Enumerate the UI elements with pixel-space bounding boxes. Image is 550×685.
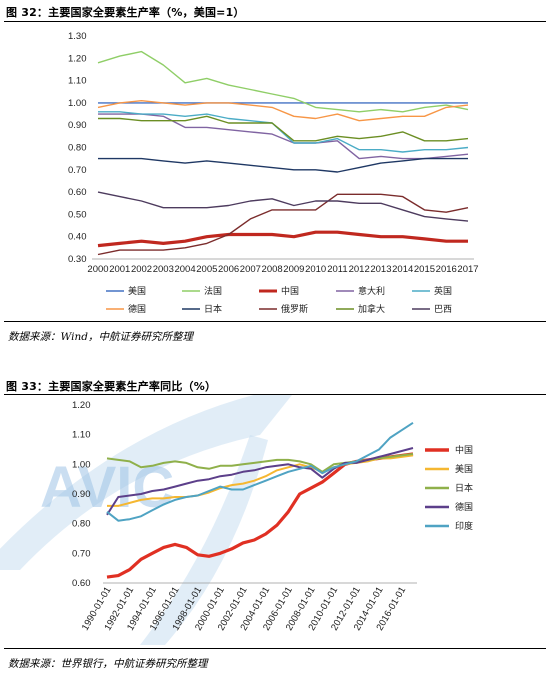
tfp-growth-chart: AVIC 0.600.700.800.901.001.101.201990-01… xyxy=(0,395,473,645)
series-line-意大利 xyxy=(98,113,469,160)
y-tick-label: 1.20 xyxy=(72,400,91,411)
y-tick-label: 0.70 xyxy=(68,165,87,176)
series-line-德国 xyxy=(97,99,469,122)
legend-item: 日本 xyxy=(425,482,473,494)
series-line-加拿大 xyxy=(98,115,469,142)
x-tick-label: 2007 xyxy=(240,264,261,275)
figure2-title: 图 33：主要国家全要素生产率同比（%） xyxy=(6,380,217,393)
x-tick-label: 2005 xyxy=(196,264,217,275)
figure1-title: 图 32：主要国家全要素生产率（%，美国=1） xyxy=(6,6,245,19)
y-tick-label: 0.80 xyxy=(72,519,91,530)
y-tick-label: 0.80 xyxy=(68,143,87,154)
legend-label: 巴西 xyxy=(434,304,452,315)
legend-label: 美国 xyxy=(455,463,473,475)
y-tick-label: 0.90 xyxy=(68,120,87,131)
x-tick-label: 2008 xyxy=(262,264,283,275)
y-tick-label: 0.50 xyxy=(68,209,87,220)
x-tick-label: 2010 xyxy=(305,264,326,275)
series-line-法国 xyxy=(97,50,469,113)
series-line-英国 xyxy=(98,111,469,153)
legend-item: 中国 xyxy=(425,444,473,456)
figure2-source: 数据来源：世界银行，中航证券研究所整理 xyxy=(8,658,208,670)
legend-item: 巴西 xyxy=(412,304,452,315)
legend-item: 美国 xyxy=(106,285,146,297)
series-line-日本 xyxy=(98,157,468,173)
y-tick-label: 1.10 xyxy=(68,76,87,87)
y-tick-label: 1.00 xyxy=(68,98,87,109)
legend-label: 俄罗斯 xyxy=(281,303,308,315)
legend-item: 俄罗斯 xyxy=(259,303,308,315)
series-line-印度 xyxy=(106,421,414,522)
y-tick-label: 0.40 xyxy=(68,232,87,243)
y-tick-label: 1.30 xyxy=(68,31,87,42)
series-line-中国 xyxy=(97,230,468,248)
avic-watermark: AVIC xyxy=(0,395,292,645)
legend-label: 加拿大 xyxy=(358,303,385,315)
legend-item: 加拿大 xyxy=(336,303,385,315)
x-tick-label: 2014 xyxy=(392,264,413,275)
chart2-series xyxy=(106,421,414,579)
y-tick-label: 1.10 xyxy=(72,430,91,441)
legend-item: 印度 xyxy=(425,520,473,532)
y-tick-label: 1.00 xyxy=(72,459,91,470)
x-tick-label: 2009 xyxy=(283,264,304,275)
y-tick-label: 0.60 xyxy=(72,578,91,589)
legend-label: 美国 xyxy=(128,285,146,297)
legend-label: 英国 xyxy=(434,285,452,297)
legend-item: 英国 xyxy=(412,285,452,297)
legend-label: 德国 xyxy=(128,303,146,315)
figure2-bottom-rule xyxy=(4,648,546,649)
legend-item: 德国 xyxy=(425,501,473,513)
x-tick-label: 2006 xyxy=(218,264,239,275)
legend-label: 日本 xyxy=(455,482,473,494)
legend-item: 中国 xyxy=(259,285,299,297)
y-tick-label: 0.30 xyxy=(68,254,87,265)
legend-item: 法国 xyxy=(182,285,222,297)
x-tick-label: 2002 xyxy=(131,264,152,275)
legend-label: 印度 xyxy=(455,520,473,532)
legend-item: 美国 xyxy=(425,463,473,475)
x-tick-label: 2012 xyxy=(349,264,370,275)
x-tick-label: 2017 xyxy=(457,264,478,275)
y-tick-label: 0.60 xyxy=(68,187,87,198)
legend-label: 法国 xyxy=(204,285,222,297)
y-tick-label: 0.70 xyxy=(72,548,91,559)
figure1-top-rule xyxy=(4,21,546,22)
legend-item: 意大利 xyxy=(336,285,385,297)
y-tick-label: 1.20 xyxy=(68,53,87,64)
tfp-level-chart: 0.30 0.40 0.50 0.60 0.70 0.80 0.90 1.00 1.10 1.20… xyxy=(68,31,479,315)
chart1-series xyxy=(97,50,469,256)
x-tick-label: 2016 xyxy=(436,264,457,275)
legend-item: 日本 xyxy=(182,303,222,315)
legend-item: 德国 xyxy=(106,303,146,315)
series-line-俄罗斯 xyxy=(97,193,469,256)
chart1-axes: 0.30 0.40 0.50 0.60 0.70 0.80 0.90 1.00 1.10 1.20… xyxy=(68,31,479,275)
legend-label: 中国 xyxy=(455,444,473,456)
x-tick-label: 2001 xyxy=(109,264,130,275)
legend-label: 德国 xyxy=(455,501,473,513)
legend-label: 中国 xyxy=(281,285,299,297)
figure1-bottom-rule xyxy=(4,321,546,322)
series-line-巴西 xyxy=(97,191,469,222)
legend-label: 意大利 xyxy=(358,285,385,297)
x-tick-label: 2011 xyxy=(327,264,347,275)
x-tick-label: 2003 xyxy=(153,264,174,275)
y-tick-label: 0.90 xyxy=(72,489,91,500)
series-line-德国 xyxy=(106,447,414,516)
x-tick-label: 2004 xyxy=(174,264,195,275)
legend-label: 日本 xyxy=(204,303,222,315)
figure1-source: 数据来源：Wind，中航证券研究所整理 xyxy=(8,331,193,343)
x-tick-label: 2015 xyxy=(414,264,435,275)
x-tick-label: 2013 xyxy=(370,264,391,275)
x-tick-label: 2000 xyxy=(87,264,108,275)
